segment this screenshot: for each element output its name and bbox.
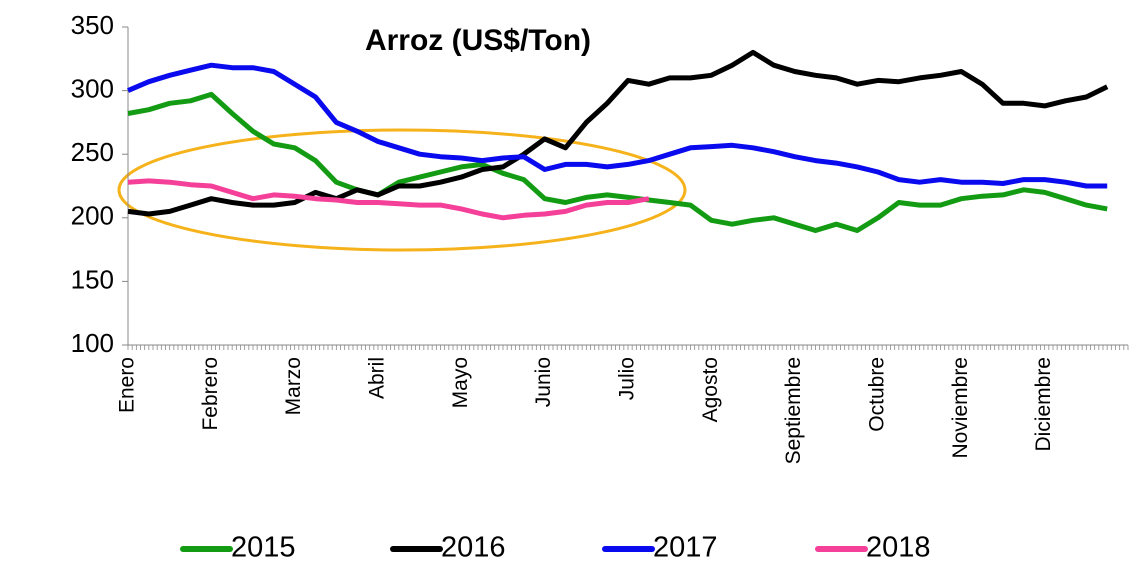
chart-title: Arroz (US$/Ton) [365,24,591,57]
x-tick-label: Abril [366,357,389,399]
x-tick-label: Marzo [282,357,305,415]
x-tick-label: Julio [616,357,639,400]
legend-label: 2016 [441,532,506,564]
y-tick-label: 100 [71,328,114,358]
series-line [127,178,650,221]
series-line [127,62,1108,189]
x-tick-label: Diciembre [1032,357,1055,452]
x-tick-label: Junio [532,357,555,407]
x-tick-label: Septiembre [782,357,805,464]
series-line [127,49,1109,217]
series-line [127,91,1108,233]
highlight-ellipse [117,128,687,252]
y-tick-label: 200 [71,201,114,231]
x-tick-label: Noviembre [949,357,972,459]
x-tick-label: Mayo [449,357,472,408]
x-tick-label: Febrero [199,357,222,431]
legend-label: 2017 [653,532,718,564]
y-tick-label: 250 [71,137,114,167]
x-tick-label: Agosto [699,357,722,422]
y-tick-label: 300 [71,73,114,103]
y-tick-label: 350 [71,10,114,40]
legend-label: 2018 [866,532,931,564]
legend-label: 2015 [231,532,296,564]
x-tick-label: Enero [116,357,139,413]
x-tick-label: Octubre [866,357,889,432]
y-tick-label: 150 [71,264,114,294]
